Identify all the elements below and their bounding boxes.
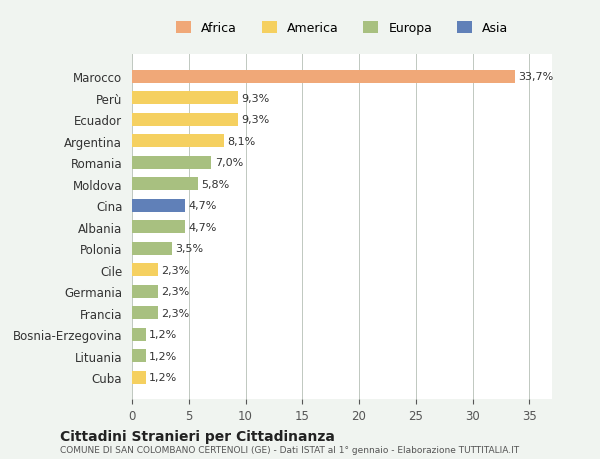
Bar: [132, 221, 185, 234]
Bar: [132, 285, 158, 298]
Text: 9,3%: 9,3%: [241, 115, 269, 125]
Text: 2,3%: 2,3%: [161, 265, 190, 275]
Bar: [132, 178, 198, 191]
Text: 2,3%: 2,3%: [161, 308, 190, 318]
Text: Cittadini Stranieri per Cittadinanza: Cittadini Stranieri per Cittadinanza: [60, 429, 335, 443]
Bar: [132, 157, 211, 169]
Text: 4,7%: 4,7%: [189, 201, 217, 211]
Bar: [132, 242, 172, 255]
Legend: Africa, America, Europa, Asia: Africa, America, Europa, Asia: [170, 17, 514, 40]
Bar: [132, 328, 146, 341]
Text: 4,7%: 4,7%: [189, 222, 217, 232]
Bar: [132, 349, 146, 362]
Text: 5,8%: 5,8%: [201, 179, 229, 189]
Text: 3,5%: 3,5%: [175, 244, 203, 254]
Text: 2,3%: 2,3%: [161, 286, 190, 297]
Bar: [132, 263, 158, 276]
Text: 1,2%: 1,2%: [149, 372, 177, 382]
Bar: [132, 135, 224, 148]
Text: COMUNE DI SAN COLOMBANO CERTENOLI (GE) - Dati ISTAT al 1° gennaio - Elaborazione: COMUNE DI SAN COLOMBANO CERTENOLI (GE) -…: [60, 445, 519, 454]
Text: 9,3%: 9,3%: [241, 94, 269, 104]
Bar: [132, 113, 238, 127]
Bar: [132, 307, 158, 319]
Text: 7,0%: 7,0%: [215, 158, 243, 168]
Bar: [132, 371, 146, 384]
Bar: [132, 199, 185, 212]
Bar: [132, 71, 515, 84]
Text: 1,2%: 1,2%: [149, 330, 177, 339]
Text: 1,2%: 1,2%: [149, 351, 177, 361]
Text: 8,1%: 8,1%: [227, 136, 256, 146]
Bar: [132, 92, 238, 105]
Text: 33,7%: 33,7%: [518, 72, 553, 82]
